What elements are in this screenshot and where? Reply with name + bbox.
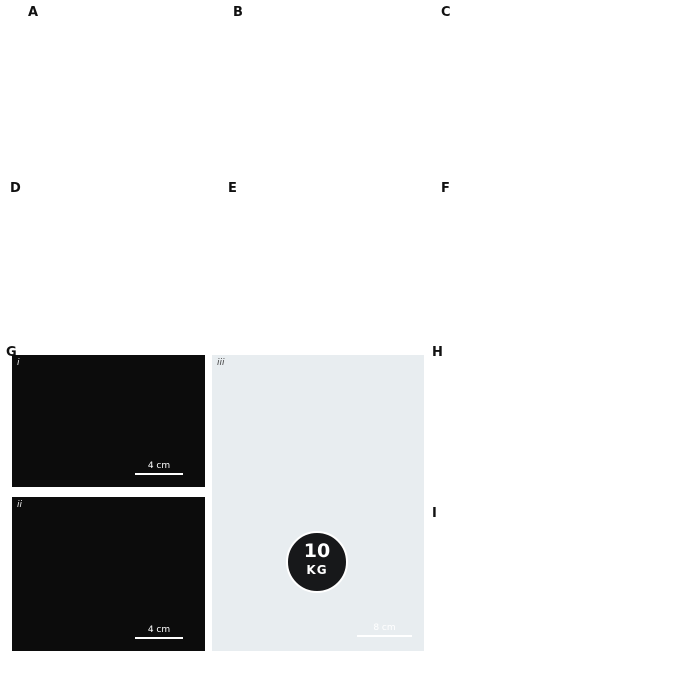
photo-i-roman: i [17,358,20,368]
photo-ii-roman: ii [17,500,23,510]
panel-label-h: H [432,345,443,360]
panel-label-d: D [10,181,21,196]
panel-label-b: B [233,5,243,20]
cyclic-loading-chart [444,186,690,344]
photo-stretch-flat: i 4 cm [12,355,205,487]
xrd-chart [30,8,235,176]
photo-bent: ii 4 cm [12,497,205,651]
photo-iii-art [212,355,424,651]
scale-bar-4cm: 4 cm [135,625,183,639]
panel-label-a: A [28,5,39,20]
scale-bar-4cm: 4 cm [135,461,183,475]
panel-label-g: G [6,345,17,360]
dsc-chart [236,8,446,176]
property-summary-chart [230,186,444,344]
kettlebell-weight-label: 10 KG [286,531,348,593]
stress-strain-chart [12,186,227,344]
scale-bar-8cm: 8 cm [357,623,412,637]
panel-label-i: I [432,506,437,521]
toughness-modulus-scatter [434,512,690,670]
panel-label-f: F [441,181,450,196]
photo-iii-roman: iii [217,358,225,368]
stress-modulus-scatter [434,350,690,506]
panel-label-c: C [441,5,451,20]
tem-panel [444,17,690,173]
panel-label-e: E [228,181,237,196]
photo-kettlebell: iii 10 KG 8 cm [212,355,424,651]
